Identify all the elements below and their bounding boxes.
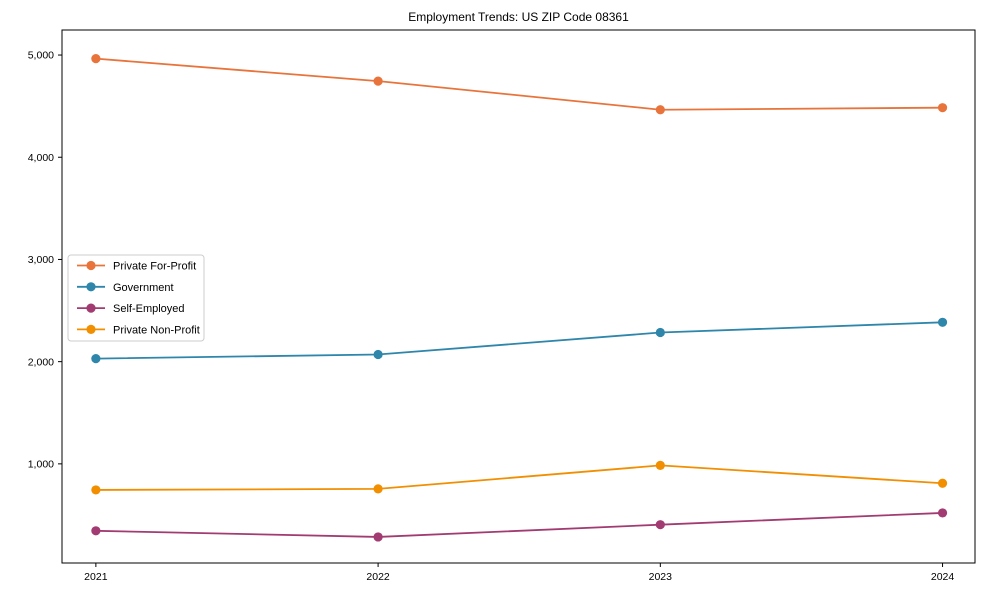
y-tick-label: 5,000 — [28, 50, 54, 62]
legend-marker-private-non-profit — [86, 324, 96, 334]
data-point-private-non-profit — [655, 460, 665, 470]
data-point-self-employed — [937, 508, 948, 518]
chart-title: Employment Trends: US ZIP Code 08361 — [408, 10, 629, 24]
y-tick-label: 1,000 — [28, 459, 54, 471]
data-point-private-non-profit — [373, 484, 383, 494]
y-tick-label: 2,000 — [28, 356, 54, 368]
legend-marker-self-employed — [86, 303, 96, 313]
series-line-private-for-profit — [95, 57, 943, 111]
data-point-government — [91, 353, 101, 364]
series-line-self-employed — [95, 512, 943, 538]
x-tick-label: 2021 — [84, 571, 108, 583]
y-tick-label: 3,000 — [28, 254, 54, 266]
legend-marker-government — [86, 282, 96, 292]
x-tick-label: 2023 — [649, 571, 673, 583]
x-tick-label: 2024 — [931, 571, 955, 583]
series-line-private-non-profit — [95, 464, 943, 491]
data-point-government — [937, 317, 948, 327]
data-point-private-for-profit — [373, 76, 383, 86]
legend-box — [67, 254, 205, 342]
plot-border — [61, 29, 976, 564]
plot-area: 1,000 2,000 3,000 4,000 5,000 2021 2022 2023 202… — [28, 29, 976, 583]
y-tick-label: 4,000 — [28, 152, 54, 164]
data-point-private-for-profit — [91, 54, 101, 64]
data-point-government — [373, 349, 383, 360]
legend-label-private-non-profit: Private Non-Profit — [113, 324, 200, 336]
data-point-private-non-profit — [91, 485, 101, 495]
data-point-government — [655, 327, 665, 338]
legend-label-private-for-profit: Private For-Profit — [113, 261, 196, 273]
data-point-self-employed — [655, 520, 665, 530]
data-point-private-for-profit — [937, 103, 948, 113]
legend-label-government: Government — [113, 282, 174, 294]
legend-label-self-employed: Self-Employed — [113, 303, 185, 315]
data-point-self-employed — [373, 532, 383, 542]
series-line-government — [95, 321, 943, 360]
data-point-self-employed — [91, 526, 101, 536]
data-point-private-for-profit — [655, 105, 665, 115]
legend-marker-private-for-profit — [86, 260, 96, 271]
x-tick-label: 2022 — [366, 571, 390, 583]
data-point-private-non-profit — [937, 478, 948, 488]
